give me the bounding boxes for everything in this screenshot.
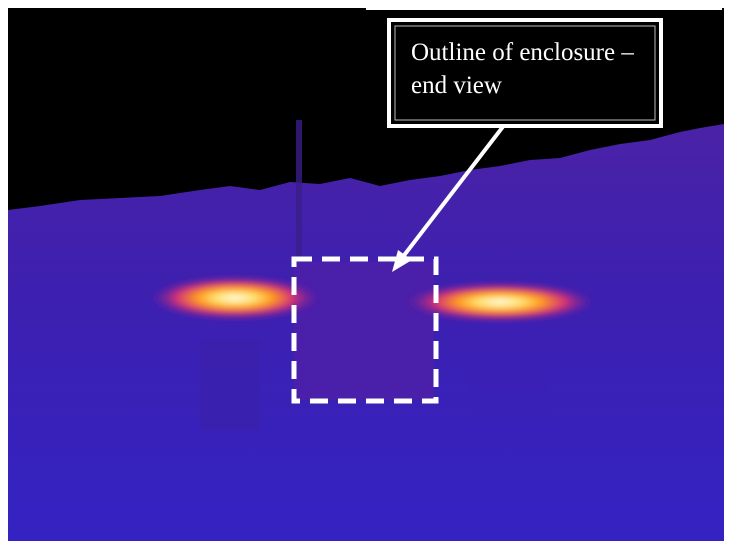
callout-box [387,18,663,128]
arrow-shaft [400,122,507,260]
hot-spot-left [150,276,320,320]
enclosure [294,262,434,400]
hot-spots [150,276,595,322]
frame-strip [366,4,722,10]
pole [296,120,302,320]
structure [200,340,260,430]
callout-line: Outline of enclosure – [411,39,634,66]
arrow-head [392,250,412,272]
structure [470,350,550,420]
enclosure-outline [291,256,439,404]
callout-line: end view [411,72,502,99]
hot-spot-right [405,282,595,322]
callout-inner-border [394,25,656,121]
